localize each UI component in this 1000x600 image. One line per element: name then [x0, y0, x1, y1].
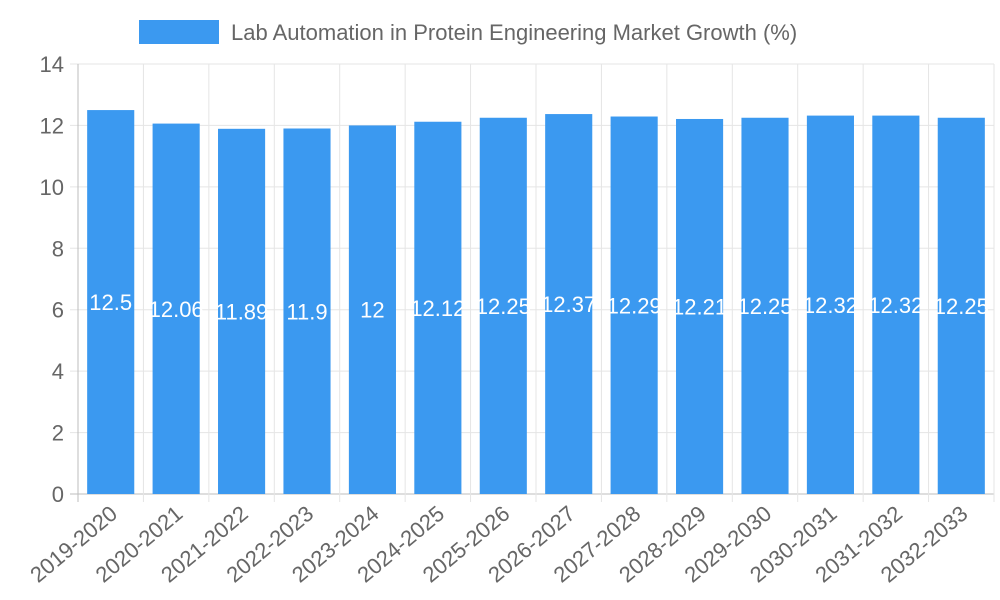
- legend-swatch[interactable]: [139, 20, 219, 44]
- data-label: 12.32: [868, 293, 923, 318]
- bar[interactable]: [479, 117, 527, 494]
- data-label: 12.25: [737, 294, 792, 319]
- data-label: 12.12: [410, 296, 465, 321]
- data-label: 12.37: [541, 292, 596, 317]
- data-label: 11.9: [286, 299, 327, 324]
- data-label: 12.25: [476, 294, 531, 319]
- bar[interactable]: [872, 115, 920, 494]
- y-tick-label: 0: [52, 482, 64, 507]
- y-tick-label: 12: [40, 113, 64, 138]
- data-label: 12.29: [607, 293, 662, 318]
- data-label: 12.32: [803, 293, 858, 318]
- bar[interactable]: [545, 114, 593, 495]
- bars: [87, 110, 985, 495]
- data-label: 12.06: [149, 297, 204, 322]
- y-tick-label: 14: [40, 52, 64, 77]
- data-label: 12.25: [934, 294, 989, 319]
- bar[interactable]: [937, 117, 985, 494]
- y-tick-label: 8: [52, 236, 64, 261]
- y-tick-label: 10: [40, 175, 64, 200]
- data-label: 12: [360, 298, 384, 323]
- bar[interactable]: [87, 110, 135, 495]
- legend[interactable]: Lab Automation in Protein Engineering Ma…: [139, 20, 797, 45]
- legend-label[interactable]: Lab Automation in Protein Engineering Ma…: [231, 20, 797, 45]
- bar[interactable]: [806, 115, 854, 494]
- y-tick-label: 2: [52, 421, 64, 446]
- gridlines: [70, 63, 995, 502]
- y-tick-label: 4: [52, 359, 64, 384]
- bar[interactable]: [610, 116, 658, 495]
- bar[interactable]: [152, 123, 200, 494]
- bar[interactable]: [414, 121, 462, 494]
- y-tick-label: 6: [52, 298, 64, 323]
- bar[interactable]: [348, 125, 396, 494]
- bar[interactable]: [676, 118, 724, 494]
- data-label: 11.89: [215, 299, 268, 324]
- bar[interactable]: [218, 128, 266, 495]
- bar[interactable]: [283, 128, 331, 495]
- data-label: 12.21: [672, 294, 727, 319]
- bar[interactable]: [741, 117, 789, 494]
- data-label: 12.5: [89, 290, 132, 315]
- data-labels: 12.5 12.06 11.89 11.9 12 12.12 12.25 12.37 12.29…: [89, 290, 989, 324]
